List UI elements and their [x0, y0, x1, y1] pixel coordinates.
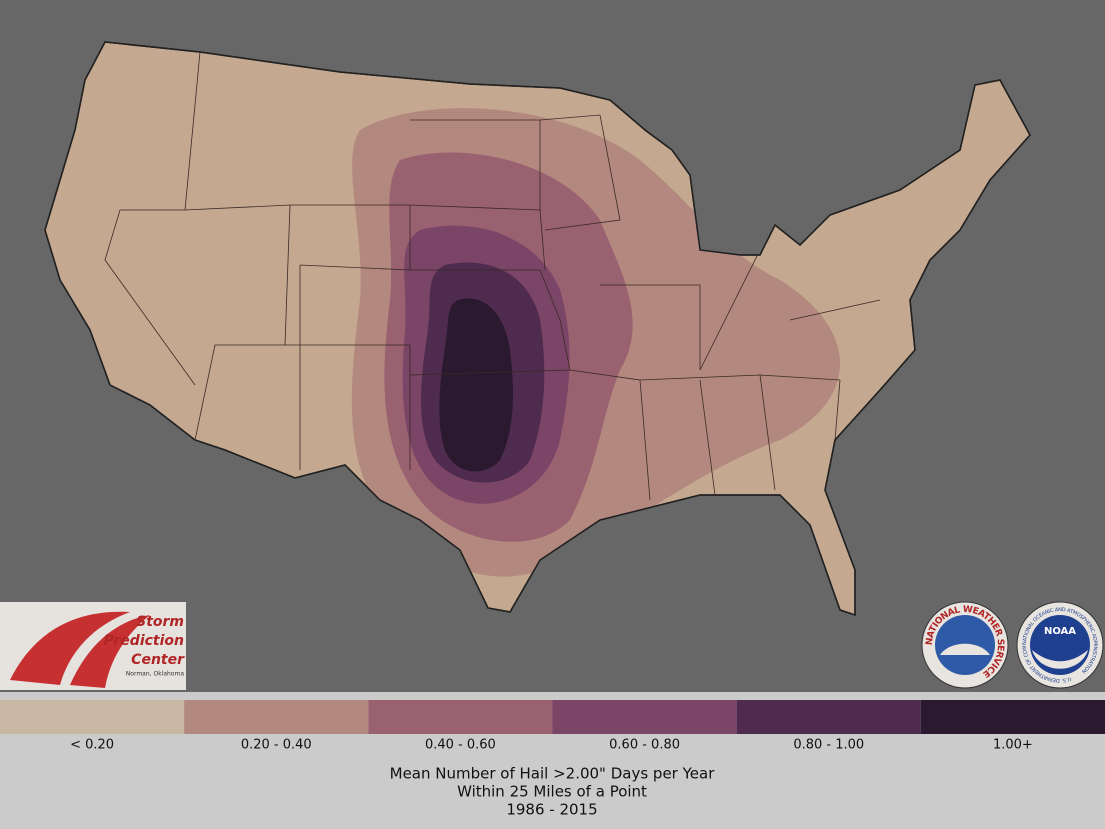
legend-swatch	[184, 700, 369, 734]
legend-label: 0.60 - 0.80	[609, 738, 680, 753]
spc-text: Center	[131, 652, 185, 668]
legend-label: 1.00+	[993, 738, 1033, 753]
caption-line: 1986 - 2015	[506, 801, 597, 819]
caption-line: Within 25 Miles of a Point	[457, 783, 647, 801]
nws-logo: NATIONAL WEATHER SERVICE	[921, 601, 1009, 689]
legend-swatch	[368, 700, 553, 734]
legend-swatch	[552, 700, 737, 734]
spc-location: Norman, Oklahoma	[126, 671, 185, 678]
legend-label: 0.40 - 0.60	[425, 738, 496, 753]
hail-contours	[351, 108, 840, 577]
legend-label: 0.80 - 1.00	[793, 738, 864, 753]
caption-line: Mean Number of Hail >2.00" Days per Year	[390, 765, 716, 783]
noaa-name: NOAA	[1044, 626, 1076, 637]
legend-swatch	[920, 700, 1105, 734]
spc-text: Storm	[136, 614, 184, 630]
legend: < 0.20 0.20 - 0.40 0.40 - 0.60 0.60 - 0.80 0…	[0, 700, 1105, 753]
spc-text: Prediction	[104, 633, 184, 649]
caption: Mean Number of Hail >2.00" Days per Year…	[390, 765, 716, 819]
spc-logo: Storm Prediction Center Norman, Oklahoma	[0, 602, 186, 690]
legend-swatch	[0, 700, 185, 734]
legend-label: < 0.20	[70, 738, 114, 753]
state-lines	[104, 51, 881, 501]
legend-label: 0.20 - 0.40	[241, 738, 312, 753]
legend-swatch	[736, 700, 921, 734]
